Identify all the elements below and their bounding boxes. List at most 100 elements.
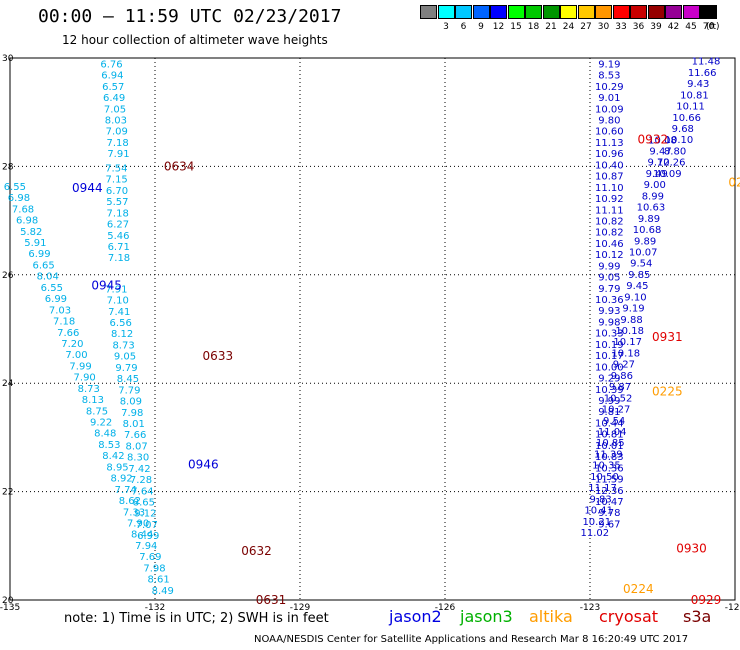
- swh-value-label: 8.07: [126, 441, 148, 452]
- swh-value-label: 10.68: [633, 225, 662, 236]
- swh-value-label: 11.02: [581, 528, 610, 539]
- legend-swatch-label: 9: [478, 22, 484, 32]
- swh-value-label: 9.47: [649, 147, 671, 158]
- x-tick-label: -132: [145, 603, 165, 613]
- swh-value-label: 8.09: [120, 397, 142, 408]
- swh-value-label: 12.36: [595, 486, 624, 497]
- legend-swatch-label: 3: [443, 22, 449, 32]
- swh-value-label: 9.83: [590, 494, 612, 505]
- swh-value-label: 10.52: [604, 393, 633, 404]
- satellite-s3a: s3a: [683, 607, 712, 626]
- swh-value-label: 6.49: [103, 93, 125, 104]
- swh-value-label: 8.30: [127, 453, 149, 464]
- swh-value-label: 9.12: [134, 509, 156, 520]
- swh-value-label: 10.26: [657, 158, 686, 169]
- legend-swatch-label: 27: [580, 22, 592, 32]
- swh-value-label: 11.10: [595, 183, 624, 194]
- legend-swatch: [647, 5, 665, 19]
- swh-value-label: 10.33: [595, 329, 624, 340]
- swh-value-label: 7.18: [107, 208, 129, 219]
- pass-time-label: 0225: [652, 384, 683, 398]
- swh-value-label: 7.64: [131, 486, 153, 497]
- pass-time-label: 0946: [188, 458, 219, 472]
- swh-value-label: 7.18: [108, 253, 130, 264]
- legend-swatch: [490, 5, 507, 19]
- swh-value-label: 7.00: [65, 350, 87, 361]
- swh-value-label: 10.09: [653, 169, 682, 180]
- legend-swatch-label: 18: [527, 22, 540, 32]
- swh-value-label: 10.18: [615, 326, 644, 337]
- x-tick-label: -126: [435, 603, 456, 613]
- swh-value-label: 8.53: [598, 71, 620, 82]
- swh-value-label: 8.80: [664, 146, 686, 157]
- legend-swatch-label: 24: [562, 22, 575, 32]
- pass-time-label: 0945: [91, 279, 122, 293]
- swh-value-label: 11.39: [594, 449, 623, 460]
- legend-swatch-label: 70: [702, 22, 715, 32]
- swh-value-label: 9.85: [628, 270, 650, 281]
- swh-value-label: 7.03: [49, 305, 71, 316]
- swh-value-label: 6.99: [28, 249, 50, 260]
- x-tick-label: -120: [725, 603, 740, 613]
- swh-value-label: 10.66: [672, 113, 701, 124]
- legend-swatch-label: 30: [597, 22, 610, 32]
- legend-swatch-label: 21: [545, 22, 557, 32]
- swh-value-label: 10.17: [613, 337, 642, 348]
- swh-value-label: 8.04: [37, 272, 59, 283]
- swh-value-label: 9.05: [114, 352, 136, 363]
- swh-value-label: 9.49: [646, 169, 668, 180]
- swh-value-label: 9.00: [644, 180, 666, 191]
- swh-value-label: 9.19: [598, 59, 620, 70]
- x-tick-label: -129: [290, 603, 311, 613]
- legend-swatch-label: 33: [615, 22, 627, 32]
- swh-value-label: 10.19: [595, 340, 624, 351]
- pass-time-label: 0631: [256, 593, 287, 607]
- satellite-jason3: jason3: [460, 607, 513, 626]
- swh-value-label: 10.27: [602, 405, 631, 416]
- swh-value-label: 7.74: [115, 485, 137, 496]
- swh-value-label: 10.18: [611, 348, 640, 359]
- swh-value-label: 7.54: [105, 163, 127, 174]
- swh-value-label: 6.70: [106, 186, 128, 197]
- swh-value-label: 10.96: [595, 149, 624, 160]
- swh-value-label: 10.09: [595, 104, 624, 115]
- pass-time-label: 0944: [72, 181, 103, 195]
- swh-value-label: 11.59: [595, 475, 624, 486]
- swh-value-label: 8.62: [119, 496, 141, 507]
- swh-value-label: 8.61: [147, 575, 169, 586]
- legend-swatch: [577, 5, 595, 19]
- swh-value-label: 10.39: [595, 385, 624, 396]
- swh-value-label: 8.73: [78, 384, 100, 395]
- legend-swatch: [665, 5, 682, 19]
- swh-value-label: 9.43: [687, 79, 709, 90]
- swh-value-label: 9.54: [630, 259, 652, 270]
- swh-value-label: 10.01: [595, 441, 624, 452]
- swh-value-label: 10.00: [595, 362, 624, 373]
- swh-value-label: 6.27: [107, 220, 129, 231]
- swh-value-label: 10.87: [595, 172, 624, 183]
- swh-value-label: 10.46: [595, 239, 624, 250]
- swh-value-label: 9.22: [90, 418, 112, 429]
- swh-value-label: 8.13: [82, 395, 104, 406]
- y-tick-label: 20: [2, 596, 14, 606]
- swh-value-label: 6.56: [110, 318, 132, 329]
- swh-value-label: 10.81: [680, 90, 709, 101]
- swh-value-label: 9.87: [609, 382, 631, 393]
- swh-value-label: 10.47: [595, 497, 624, 508]
- swh-value-label: 10.35: [592, 461, 621, 472]
- swh-value-label: 7.99: [69, 361, 91, 372]
- swh-value-label: 8.99: [642, 191, 664, 202]
- legend-swatch-label: 36: [632, 22, 645, 32]
- legend-swatch: [507, 5, 525, 19]
- swh-value-label: 9.27: [613, 360, 635, 371]
- swh-value-label: 8.48: [94, 429, 116, 440]
- map-title: 00:00 – 11:59 UTC 02/23/2017: [38, 6, 342, 27]
- swh-value-label: 10.11: [676, 102, 705, 113]
- y-tick-label: 24: [2, 379, 14, 389]
- swh-value-label: 8.73: [112, 340, 134, 351]
- swh-value-label: 10.50: [590, 472, 619, 483]
- legend-swatch: [700, 5, 717, 19]
- swh-value-label: 11.66: [688, 68, 717, 79]
